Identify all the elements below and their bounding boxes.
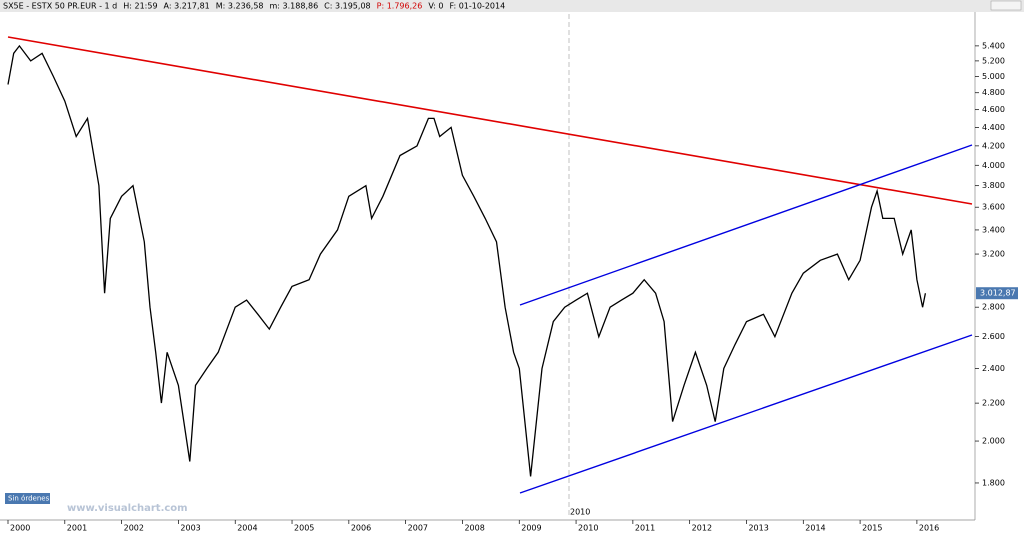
y-tick-label: 4.400 bbox=[982, 123, 1005, 132]
x-tick-label: 2003 bbox=[180, 524, 200, 533]
y-tick-label: 5.200 bbox=[982, 56, 1005, 65]
x-tick-label: 2015 bbox=[862, 524, 882, 533]
header-item: C: 3.195,08 bbox=[324, 2, 370, 11]
y-tick-label: 5.000 bbox=[982, 72, 1005, 81]
y-tick-label: 2.600 bbox=[982, 332, 1005, 341]
x-tick-label: 2002 bbox=[124, 524, 144, 533]
y-tick-label: 1.800 bbox=[982, 478, 1005, 487]
channel-line bbox=[519, 144, 973, 306]
channel-line bbox=[519, 334, 973, 494]
header-item: A: 3.217,81 bbox=[164, 2, 210, 11]
y-tick-label: 3.200 bbox=[982, 250, 1005, 259]
header-item: H: 21:59 bbox=[123, 2, 157, 11]
period-label: 2010 bbox=[570, 508, 590, 517]
x-tick-label: 2008 bbox=[464, 524, 484, 533]
orders-button[interactable] bbox=[5, 493, 50, 504]
x-tick-label: 2006 bbox=[351, 524, 371, 533]
y-tick-label: 2.400 bbox=[982, 364, 1005, 373]
y-tick-label: 4.800 bbox=[982, 88, 1005, 97]
header-item: P: 1.796,26 bbox=[377, 2, 423, 11]
trend-line bbox=[7, 36, 973, 205]
x-tick-label: 2013 bbox=[748, 524, 768, 533]
header-item: m: 3.188,86 bbox=[270, 2, 319, 11]
y-tick-label: 2.000 bbox=[982, 437, 1005, 446]
y-tick-label: 2.800 bbox=[982, 303, 1005, 312]
header-item: M: 3.236,58 bbox=[216, 2, 264, 11]
y-tick-label: 3.400 bbox=[982, 225, 1005, 234]
x-tick-label: 2014 bbox=[805, 524, 825, 533]
y-tick-label: 2.200 bbox=[982, 399, 1005, 408]
watermark: www.visualchart.com bbox=[67, 503, 188, 514]
x-tick-label: 2000 bbox=[10, 524, 30, 533]
y-tick-label: 3.600 bbox=[982, 203, 1005, 212]
header-item: F: 01-10-2014 bbox=[449, 2, 505, 11]
x-tick-label: 2016 bbox=[919, 524, 939, 533]
plot-area bbox=[7, 44, 927, 477]
y-tick-label: 5.400 bbox=[982, 41, 1005, 50]
y-tick-label: 4.200 bbox=[982, 141, 1005, 150]
x-tick-label: 2009 bbox=[521, 524, 541, 533]
y-tick-label: 4.600 bbox=[982, 105, 1005, 114]
orders-button-label: Sin órdenes bbox=[8, 495, 50, 503]
x-tick-label: 2004 bbox=[237, 524, 257, 533]
last-price-box bbox=[976, 287, 1018, 300]
x-tick-label: 2011 bbox=[635, 524, 655, 533]
y-tick-label: 3.800 bbox=[982, 181, 1005, 190]
header-title: SX5E - ESTX 50 PR.EUR - 1 d bbox=[3, 2, 117, 11]
x-tick-label: 2005 bbox=[294, 524, 314, 533]
header-item: V: 0 bbox=[428, 2, 443, 11]
x-tick-label: 2001 bbox=[67, 524, 87, 533]
x-tick-label: 2007 bbox=[408, 524, 428, 533]
x-tick-label: 2012 bbox=[692, 524, 712, 533]
price-line bbox=[7, 44, 927, 477]
scroll-box[interactable] bbox=[990, 0, 1022, 11]
y-tick-label: 4.000 bbox=[982, 161, 1005, 170]
x-tick-label: 2010 bbox=[578, 524, 598, 533]
header-bar bbox=[0, 0, 1024, 12]
last-price-label: 3.012,87 bbox=[980, 289, 1016, 298]
